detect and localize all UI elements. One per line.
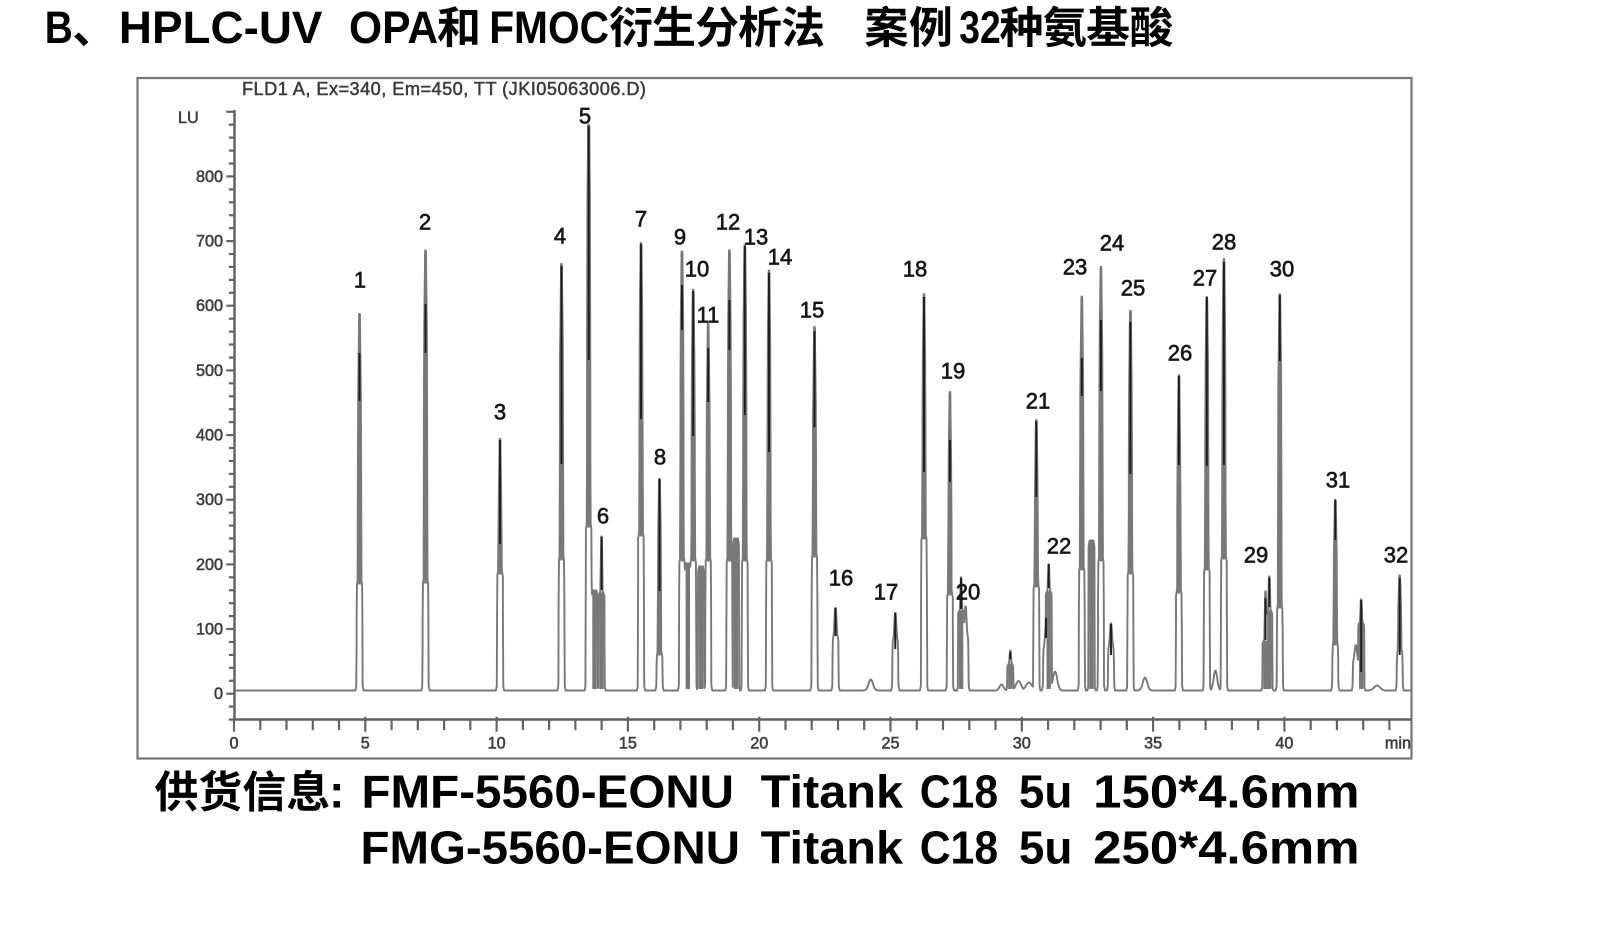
svg-text:20: 20	[750, 735, 768, 753]
svg-text:32: 32	[959, 2, 1000, 53]
svg-text:HPLC-UV: HPLC-UV	[119, 2, 323, 53]
svg-text:22: 22	[1047, 534, 1071, 559]
svg-text::: :	[329, 766, 345, 818]
svg-text:23: 23	[1063, 255, 1087, 280]
svg-text:24: 24	[1100, 231, 1124, 256]
svg-text:B: B	[45, 2, 73, 53]
svg-text:26: 26	[1168, 341, 1192, 366]
svg-text:12: 12	[716, 210, 740, 235]
svg-text:7: 7	[635, 207, 647, 232]
svg-text:4: 4	[554, 224, 566, 249]
svg-text:min: min	[1385, 735, 1411, 753]
svg-text:C18: C18	[920, 822, 998, 874]
svg-text:28: 28	[1212, 230, 1236, 255]
svg-text:11: 11	[697, 303, 720, 328]
svg-text:19: 19	[941, 359, 965, 384]
svg-text:C18: C18	[920, 766, 998, 818]
svg-text:600: 600	[196, 297, 223, 315]
svg-text:OPA: OPA	[349, 2, 438, 53]
svg-text:Titank: Titank	[761, 766, 904, 818]
svg-text:2: 2	[419, 210, 431, 235]
svg-text:Titank: Titank	[761, 822, 904, 874]
svg-text:27: 27	[1193, 266, 1217, 291]
svg-text:3: 3	[494, 400, 506, 425]
svg-text:31: 31	[1326, 468, 1350, 493]
svg-text:FMOC: FMOC	[489, 2, 609, 53]
svg-text:15: 15	[619, 735, 637, 753]
svg-text:35: 35	[1144, 735, 1162, 753]
svg-text:29: 29	[1244, 543, 1268, 568]
svg-text:10: 10	[488, 735, 506, 753]
svg-text:500: 500	[196, 362, 223, 380]
svg-text:100: 100	[196, 621, 223, 639]
svg-text:700: 700	[196, 233, 223, 251]
svg-text:20: 20	[956, 580, 980, 605]
svg-text:9: 9	[674, 225, 686, 250]
svg-text:10: 10	[685, 257, 709, 282]
svg-text:5u: 5u	[1019, 822, 1073, 874]
svg-text:150*4.6mm: 150*4.6mm	[1093, 766, 1359, 818]
svg-text:30: 30	[1013, 735, 1031, 753]
svg-text:800: 800	[196, 168, 223, 186]
svg-text:40: 40	[1275, 735, 1293, 753]
svg-text:25: 25	[1121, 276, 1145, 301]
svg-text:32: 32	[1384, 543, 1408, 568]
svg-text:16: 16	[829, 566, 853, 591]
svg-text:14: 14	[768, 245, 792, 270]
svg-text:1: 1	[354, 268, 366, 293]
svg-text:FMG-5560-EONU: FMG-5560-EONU	[361, 822, 741, 874]
svg-text:13: 13	[744, 225, 768, 250]
svg-text:200: 200	[196, 556, 223, 574]
svg-text:18: 18	[903, 257, 927, 282]
svg-text:0: 0	[214, 685, 223, 703]
svg-text:5u: 5u	[1019, 766, 1073, 818]
svg-text:FLD1 A, Ex=340, Em=450, TT (JK: FLD1 A, Ex=340, Em=450, TT (JKI05063006.…	[242, 79, 646, 99]
svg-text:LU: LU	[178, 109, 199, 127]
svg-text:0: 0	[229, 735, 238, 753]
svg-text:30: 30	[1270, 257, 1294, 282]
svg-text:FMF-5560-EONU: FMF-5560-EONU	[362, 766, 735, 818]
svg-text:25: 25	[881, 735, 899, 753]
svg-text:5: 5	[361, 735, 370, 753]
svg-text:250*4.6mm: 250*4.6mm	[1093, 822, 1359, 874]
svg-text:15: 15	[800, 298, 824, 323]
svg-text:17: 17	[874, 580, 898, 605]
svg-text:400: 400	[196, 427, 223, 445]
svg-text:8: 8	[654, 445, 666, 470]
svg-text:5: 5	[579, 104, 591, 129]
svg-text:6: 6	[597, 504, 609, 529]
svg-text:21: 21	[1026, 389, 1050, 414]
svg-text:300: 300	[196, 491, 223, 509]
